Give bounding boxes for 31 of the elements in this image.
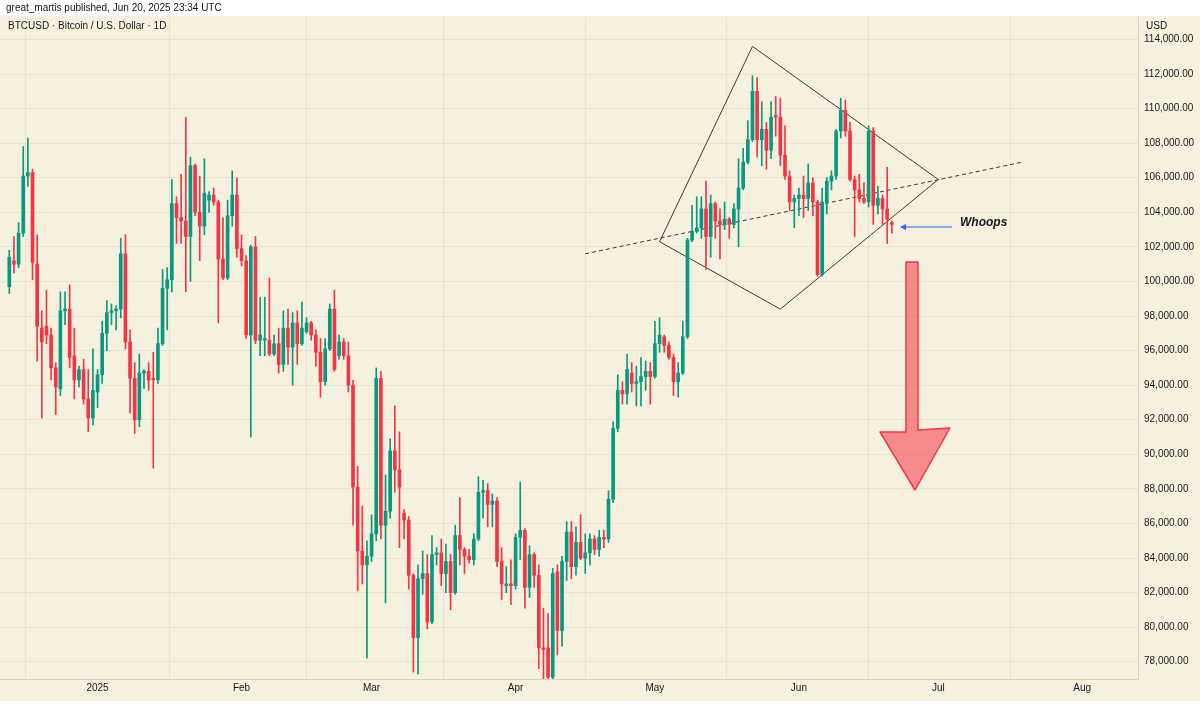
y-tick-label: 110,000.00 — [1144, 102, 1194, 114]
y-tick-label: 88,000.00 — [1144, 482, 1189, 494]
x-tick-label: Feb — [232, 681, 251, 693]
y-tick-label: 104,000.00 — [1144, 206, 1195, 218]
x-tick-label: Mar — [362, 681, 381, 693]
annotation: Whoops — [960, 215, 1008, 230]
y-tick-label: 86,000.00 — [1144, 517, 1189, 529]
y-tick-label: 90,000.00 — [1144, 448, 1189, 460]
y-tick-label: 80,000.00 — [1144, 620, 1189, 632]
x-tick-label: 2025 — [86, 681, 110, 693]
x-tick-label: Apr — [507, 681, 525, 693]
y-tick-label: 92,000.00 — [1144, 413, 1189, 425]
x-tick-label: Jun — [790, 681, 807, 693]
chart-title: BTCUSD · Bitcoin / U.S. Dollar · 1D — [8, 19, 167, 31]
y-tick-label: 82,000.00 — [1144, 586, 1189, 598]
x-tick-label: Jul — [931, 681, 945, 693]
y-tick-label: 78,000.00 — [1144, 655, 1189, 667]
y-tick-label: 102,000.00 — [1144, 240, 1195, 252]
y-tick-label: 98,000.00 — [1144, 309, 1189, 321]
y-tick-label: 114,000.00 — [1144, 33, 1194, 45]
x-tick-label: Aug — [1073, 681, 1092, 693]
y-tick-label: 112,000.00 — [1144, 67, 1194, 79]
y-tick-label: 94,000.00 — [1144, 378, 1189, 390]
y-tick-label: 96,000.00 — [1144, 344, 1189, 356]
y-tick-label: 108,000.00 — [1144, 136, 1195, 148]
y-tick-label: 100,000.00 — [1144, 275, 1195, 287]
text: great_martis published, Jun 20, 2025 23:34 UTC — [0, 0, 1200, 16]
y-tick-label: 84,000.00 — [1144, 551, 1189, 563]
y-tick-label: 106,000.00 — [1144, 171, 1195, 183]
x-tick-label: May — [645, 681, 665, 693]
y-axis-title: USD — [1146, 19, 1168, 31]
